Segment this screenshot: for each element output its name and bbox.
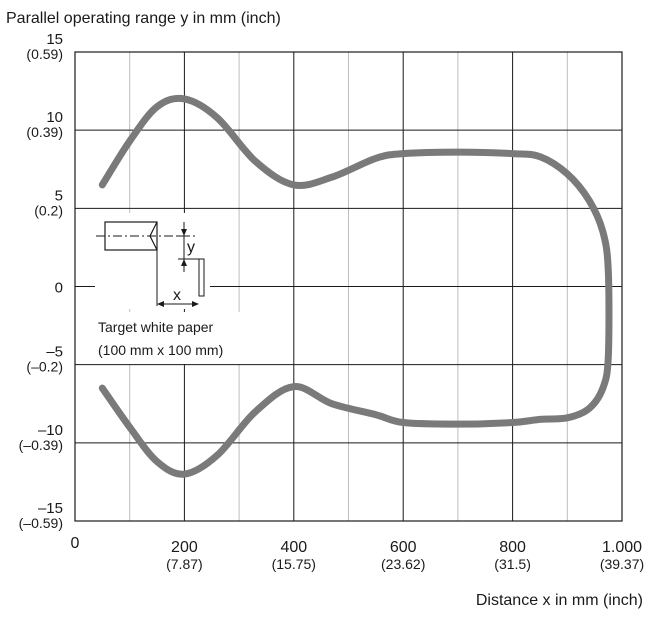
y-tick-sublabel: (0.59) [26, 46, 63, 62]
target-paper [198, 258, 205, 297]
target-label-line1: Target white paper [98, 319, 214, 335]
x-symbol: x [173, 287, 181, 304]
y-tick-label: –10 [38, 422, 63, 439]
target-label-line2: (100 mm x 100 mm) [98, 342, 223, 358]
x-tick-label: 200 [171, 539, 198, 556]
x-tick-label: 400 [280, 539, 307, 556]
y-axis-label: Parallel operating range y in mm (inch) [6, 10, 281, 27]
y-tick-label: 10 [46, 109, 63, 126]
x-tick-sublabel: (39.37) [600, 556, 644, 572]
y-tick-label: 0 [55, 280, 63, 297]
x-tick-label: 1.000 [602, 539, 642, 556]
y-tick-label: 15 [46, 31, 63, 48]
y-arrowhead-top [181, 229, 187, 236]
target-label-bg [95, 312, 265, 364]
tick-labels: 15(0.59) 10(0.39) 5(0.2) 0 –5(–0.2) –10(–0.39… [19, 31, 645, 572]
x-tick-label: 800 [499, 539, 526, 556]
x-axis-label: Distance x in mm (inch) [476, 592, 643, 609]
series-operating-range-curve [98, 94, 613, 478]
y-tick-sublabel: (–0.59) [19, 515, 63, 531]
y-tick-sublabel: (0.2) [34, 202, 63, 218]
x-arrowhead-right [192, 301, 199, 307]
x-tick-sublabel: (7.87) [166, 556, 203, 572]
x-tick-label: 0 [71, 535, 80, 552]
y-symbol: y [187, 239, 195, 256]
y-tick-sublabel: (0.39) [26, 124, 63, 140]
x-tick-sublabel: (23.62) [381, 556, 425, 572]
y-tick-label: 5 [55, 187, 63, 204]
y-tick-sublabel: (–0.2) [26, 359, 63, 375]
y-tick-label: –15 [38, 500, 63, 517]
x-arrowhead-left [157, 301, 164, 307]
y-arrowhead-bottom [181, 259, 187, 266]
y-tick-sublabel: (–0.39) [19, 437, 63, 453]
sensor-sketch-bg [95, 213, 210, 309]
y-tick-label: –5 [46, 344, 63, 361]
x-tick-label: 600 [390, 539, 417, 556]
x-tick-sublabel: (31.5) [494, 556, 531, 572]
sensor-target-sketch: y x Target white paper (100 mm x 100 mm) [95, 213, 265, 364]
plot-frame [74, 51, 623, 522]
x-tick-sublabel: (15.75) [272, 556, 316, 572]
